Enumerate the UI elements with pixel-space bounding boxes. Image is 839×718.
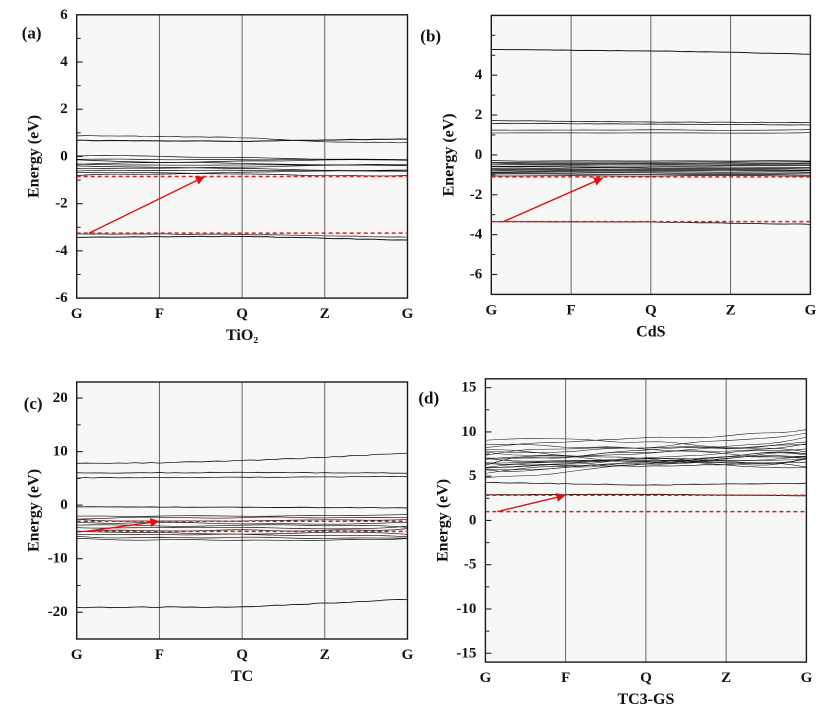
- svg-text:-6: -6: [55, 290, 68, 306]
- svg-text:TC: TC: [231, 668, 253, 685]
- svg-text:Energy (eV): Energy (eV): [440, 113, 457, 196]
- svg-text:-10: -10: [48, 551, 68, 567]
- svg-text:10: 10: [461, 424, 476, 440]
- svg-text:0: 0: [475, 147, 483, 163]
- svg-text:4: 4: [475, 67, 483, 83]
- svg-text:G: G: [805, 302, 817, 318]
- svg-text:F: F: [155, 306, 164, 322]
- svg-text:F: F: [155, 647, 164, 663]
- svg-text:Z: Z: [320, 647, 330, 663]
- svg-text:CdS: CdS: [636, 323, 665, 340]
- svg-text:G: G: [71, 306, 83, 322]
- svg-text:G: G: [71, 647, 83, 663]
- svg-text:G: G: [402, 306, 414, 322]
- svg-text:G: G: [801, 670, 813, 686]
- svg-text:Energy (eV): Energy (eV): [26, 469, 43, 552]
- svg-text:-15: -15: [456, 645, 476, 661]
- svg-text:Z: Z: [320, 306, 330, 322]
- svg-text:5: 5: [469, 468, 477, 484]
- svg-text:2: 2: [60, 101, 68, 117]
- svg-text:10: 10: [53, 444, 68, 460]
- svg-text:Q: Q: [236, 306, 248, 322]
- svg-text:Q: Q: [640, 670, 652, 686]
- svg-text:0: 0: [60, 148, 68, 164]
- svg-text:Q: Q: [236, 647, 248, 663]
- svg-text:(b): (b): [420, 27, 441, 46]
- svg-text:F: F: [561, 670, 570, 686]
- svg-text:F: F: [566, 302, 575, 318]
- svg-text:-4: -4: [55, 243, 68, 259]
- svg-text:0: 0: [60, 497, 68, 513]
- svg-text:Q: Q: [645, 302, 657, 318]
- svg-text:0: 0: [469, 512, 477, 528]
- svg-text:Z: Z: [726, 302, 736, 318]
- svg-text:2: 2: [475, 107, 483, 123]
- svg-text:6: 6: [60, 7, 68, 23]
- svg-text:Energy (eV): Energy (eV): [434, 479, 451, 562]
- svg-text:-4: -4: [470, 227, 483, 243]
- svg-text:G: G: [480, 670, 492, 686]
- svg-text:G: G: [402, 647, 414, 663]
- svg-text:20: 20: [53, 390, 68, 406]
- svg-text:-2: -2: [470, 187, 483, 203]
- svg-text:-20: -20: [48, 604, 68, 620]
- svg-text:-6: -6: [470, 266, 483, 282]
- svg-text:(d): (d): [418, 389, 439, 408]
- svg-text:-5: -5: [464, 557, 477, 573]
- svg-text:-10: -10: [456, 601, 476, 617]
- svg-text:-2: -2: [55, 196, 68, 212]
- svg-text:TiO₂: TiO₂: [226, 327, 258, 344]
- svg-text:Z: Z: [721, 670, 731, 686]
- svg-text:(a): (a): [22, 24, 42, 43]
- svg-text:(c): (c): [24, 394, 43, 413]
- svg-text:4: 4: [60, 54, 68, 70]
- svg-text:G: G: [485, 302, 497, 318]
- svg-text:15: 15: [461, 380, 476, 396]
- svg-text:Energy (eV): Energy (eV): [26, 115, 43, 198]
- svg-text:TC3-GS: TC3-GS: [617, 691, 674, 708]
